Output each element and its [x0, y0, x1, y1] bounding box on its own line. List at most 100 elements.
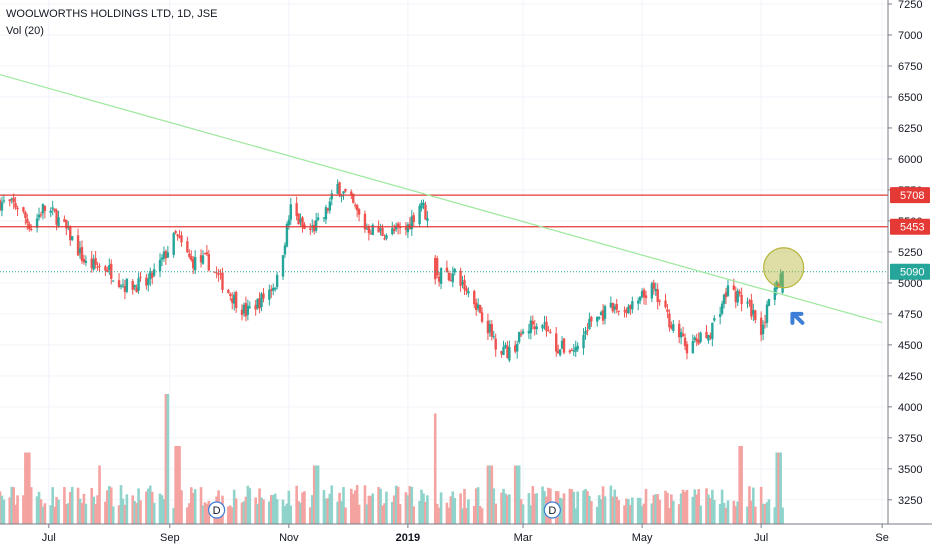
volume-bar	[139, 500, 142, 524]
volume-bar	[57, 499, 60, 524]
price-tick-label: 3750	[898, 433, 922, 445]
candle-body	[691, 341, 695, 353]
volume-bar	[371, 493, 375, 524]
volume-bar	[412, 506, 416, 524]
candle-body	[533, 326, 536, 330]
volume-bar	[527, 493, 531, 524]
candle-body	[160, 257, 164, 260]
volume-bar	[394, 485, 398, 524]
volume-bar	[324, 498, 328, 524]
volume-bar	[617, 500, 620, 524]
candle-body	[681, 333, 685, 337]
candle-body	[24, 212, 27, 218]
candle-body	[242, 304, 246, 314]
volume-bar	[351, 493, 355, 524]
candle-body	[480, 312, 484, 322]
candle-body	[463, 279, 466, 290]
volume-bar	[459, 493, 462, 524]
candle-body	[63, 219, 66, 223]
candle-body	[572, 350, 575, 352]
volume-bar	[295, 485, 298, 524]
volume-indicator-label[interactable]: Vol (20)	[6, 25, 44, 37]
time-tick-label: 2019	[396, 532, 420, 544]
candle-body	[773, 287, 777, 300]
candle-body	[369, 233, 373, 235]
volume-bar	[39, 499, 43, 524]
candle-body	[221, 272, 224, 290]
candle-body	[354, 204, 357, 206]
candle-body	[69, 225, 72, 241]
volume-bar	[613, 489, 617, 524]
volume-bar	[517, 465, 521, 524]
level-price-badge-bg	[890, 187, 930, 204]
level-price-badge: 5708	[900, 190, 924, 202]
volume-bar	[590, 501, 593, 524]
candle-body	[41, 204, 45, 214]
volume-bar	[683, 491, 687, 524]
candle-body	[229, 293, 232, 296]
volume-bar	[562, 493, 566, 524]
volume-bar	[480, 508, 484, 524]
volume-bar	[271, 495, 275, 524]
candle-body	[174, 231, 177, 233]
volume-bar	[426, 495, 429, 524]
candle-body	[104, 266, 107, 271]
volume-bar	[631, 497, 634, 524]
candle-body	[301, 217, 304, 227]
candle-body	[147, 278, 150, 285]
candle-body	[340, 194, 343, 197]
volume-bar	[145, 491, 148, 524]
candle-body	[396, 223, 400, 228]
candle-body	[556, 350, 560, 354]
candle-body	[767, 298, 771, 306]
candle-body	[584, 331, 587, 335]
candle-body	[650, 283, 654, 299]
volume-bar	[595, 506, 599, 524]
candle-body	[57, 217, 60, 227]
candle-body	[558, 349, 562, 356]
candle-body	[422, 202, 425, 205]
candle-body	[313, 224, 316, 232]
time-tick-label: Jul	[42, 532, 56, 544]
volume-bar	[106, 490, 109, 524]
time-tick-label: Jul	[754, 532, 768, 544]
candle-body	[176, 234, 179, 237]
candle-body	[121, 284, 125, 286]
volume-bar	[232, 489, 236, 524]
volume-bar	[328, 493, 332, 524]
candle-body	[560, 340, 564, 349]
candle-body	[740, 294, 743, 304]
volume-bar	[158, 493, 162, 524]
candle-body	[309, 228, 312, 230]
price-tick-label: 6000	[898, 154, 922, 166]
price-tick-label: 6250	[898, 123, 922, 135]
candle-body	[111, 280, 115, 282]
candle-body	[37, 214, 41, 218]
candle-body	[133, 285, 136, 288]
volume-bar	[404, 492, 408, 524]
volume-bar	[705, 488, 708, 524]
candle-body	[672, 324, 675, 331]
candle-body	[268, 289, 271, 300]
candle-body	[117, 280, 121, 287]
candle-body	[96, 266, 99, 268]
candle-body	[615, 303, 618, 310]
volume-bar	[287, 490, 291, 524]
volume-bar	[406, 495, 410, 524]
candle-body	[611, 302, 615, 312]
volume-bar	[490, 465, 494, 524]
candle-body	[391, 228, 394, 235]
candle-body	[527, 330, 531, 334]
volume-bar	[10, 486, 14, 524]
candle-body	[576, 345, 579, 350]
volume-bar	[111, 506, 115, 524]
candle-body	[734, 291, 737, 303]
candle-body	[722, 294, 726, 305]
volume-bar	[303, 491, 306, 524]
volume-bar	[16, 495, 19, 524]
volume-bar	[316, 465, 320, 524]
volume-bar	[51, 487, 54, 524]
volume-bar	[390, 501, 394, 524]
volume-bar	[281, 499, 285, 524]
